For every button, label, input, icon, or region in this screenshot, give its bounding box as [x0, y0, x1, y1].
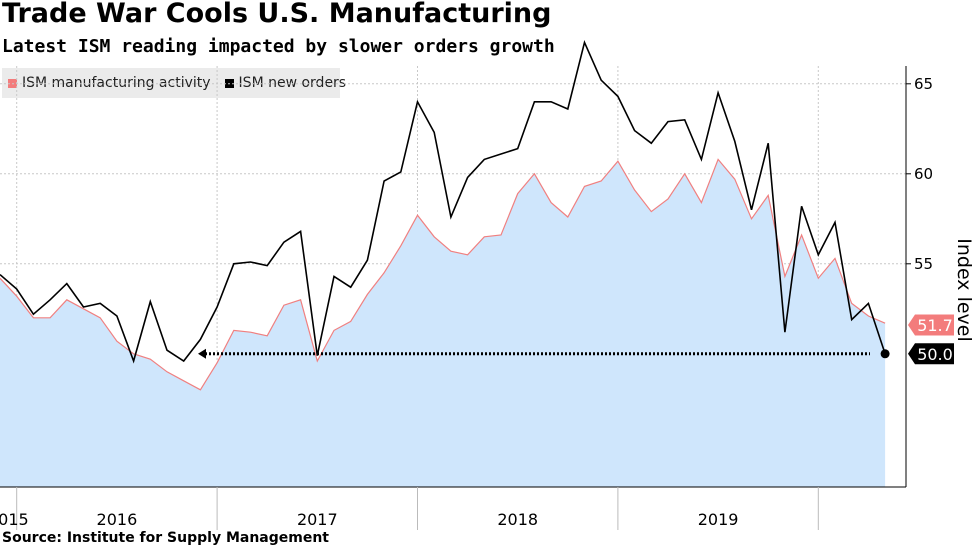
activity-last-value-badge-label: 51.7: [917, 316, 953, 335]
activity-last-value-badge: [908, 314, 954, 336]
legend: ISM manufacturing activity ISM new order…: [2, 68, 346, 98]
y-tick-label: 55: [914, 255, 933, 273]
y-tick-label: 65: [914, 75, 933, 93]
orders-end-dot: [880, 349, 890, 359]
orders-last-value-badge-label: 50.0: [917, 345, 953, 364]
reference-arrow: [198, 348, 206, 359]
activity-line: [0, 158, 886, 391]
x-tick-label: 2017: [297, 510, 338, 529]
activity-area: [0, 159, 886, 487]
x-tick-label: 2018: [497, 510, 538, 529]
legend-item-activity[interactable]: ISM manufacturing activity: [8, 75, 211, 91]
y-tick-label: 60: [914, 165, 933, 183]
x-tick-label: 2015: [0, 510, 29, 529]
legend-item-orders[interactable]: ISM new orders: [224, 75, 347, 91]
chart-title: Trade War Cools U.S. Manufacturing: [2, 0, 552, 29]
orders-line: [0, 39, 886, 364]
orders-last-value-badge: [908, 343, 954, 365]
x-tick-label: 2019: [698, 510, 739, 529]
source-note: Source: Institute for Supply Management: [2, 530, 329, 546]
legend-label-activity: ISM manufacturing activity: [22, 75, 211, 91]
chart-subtitle: Latest ISM reading impacted by slower or…: [2, 36, 555, 57]
legend-swatch-orders: [224, 78, 234, 88]
x-tick-label: 2016: [97, 510, 138, 529]
y-axis-label: Index level: [953, 238, 975, 342]
legend-swatch-activity: [8, 78, 17, 88]
legend-label-orders: ISM new orders: [238, 75, 347, 91]
